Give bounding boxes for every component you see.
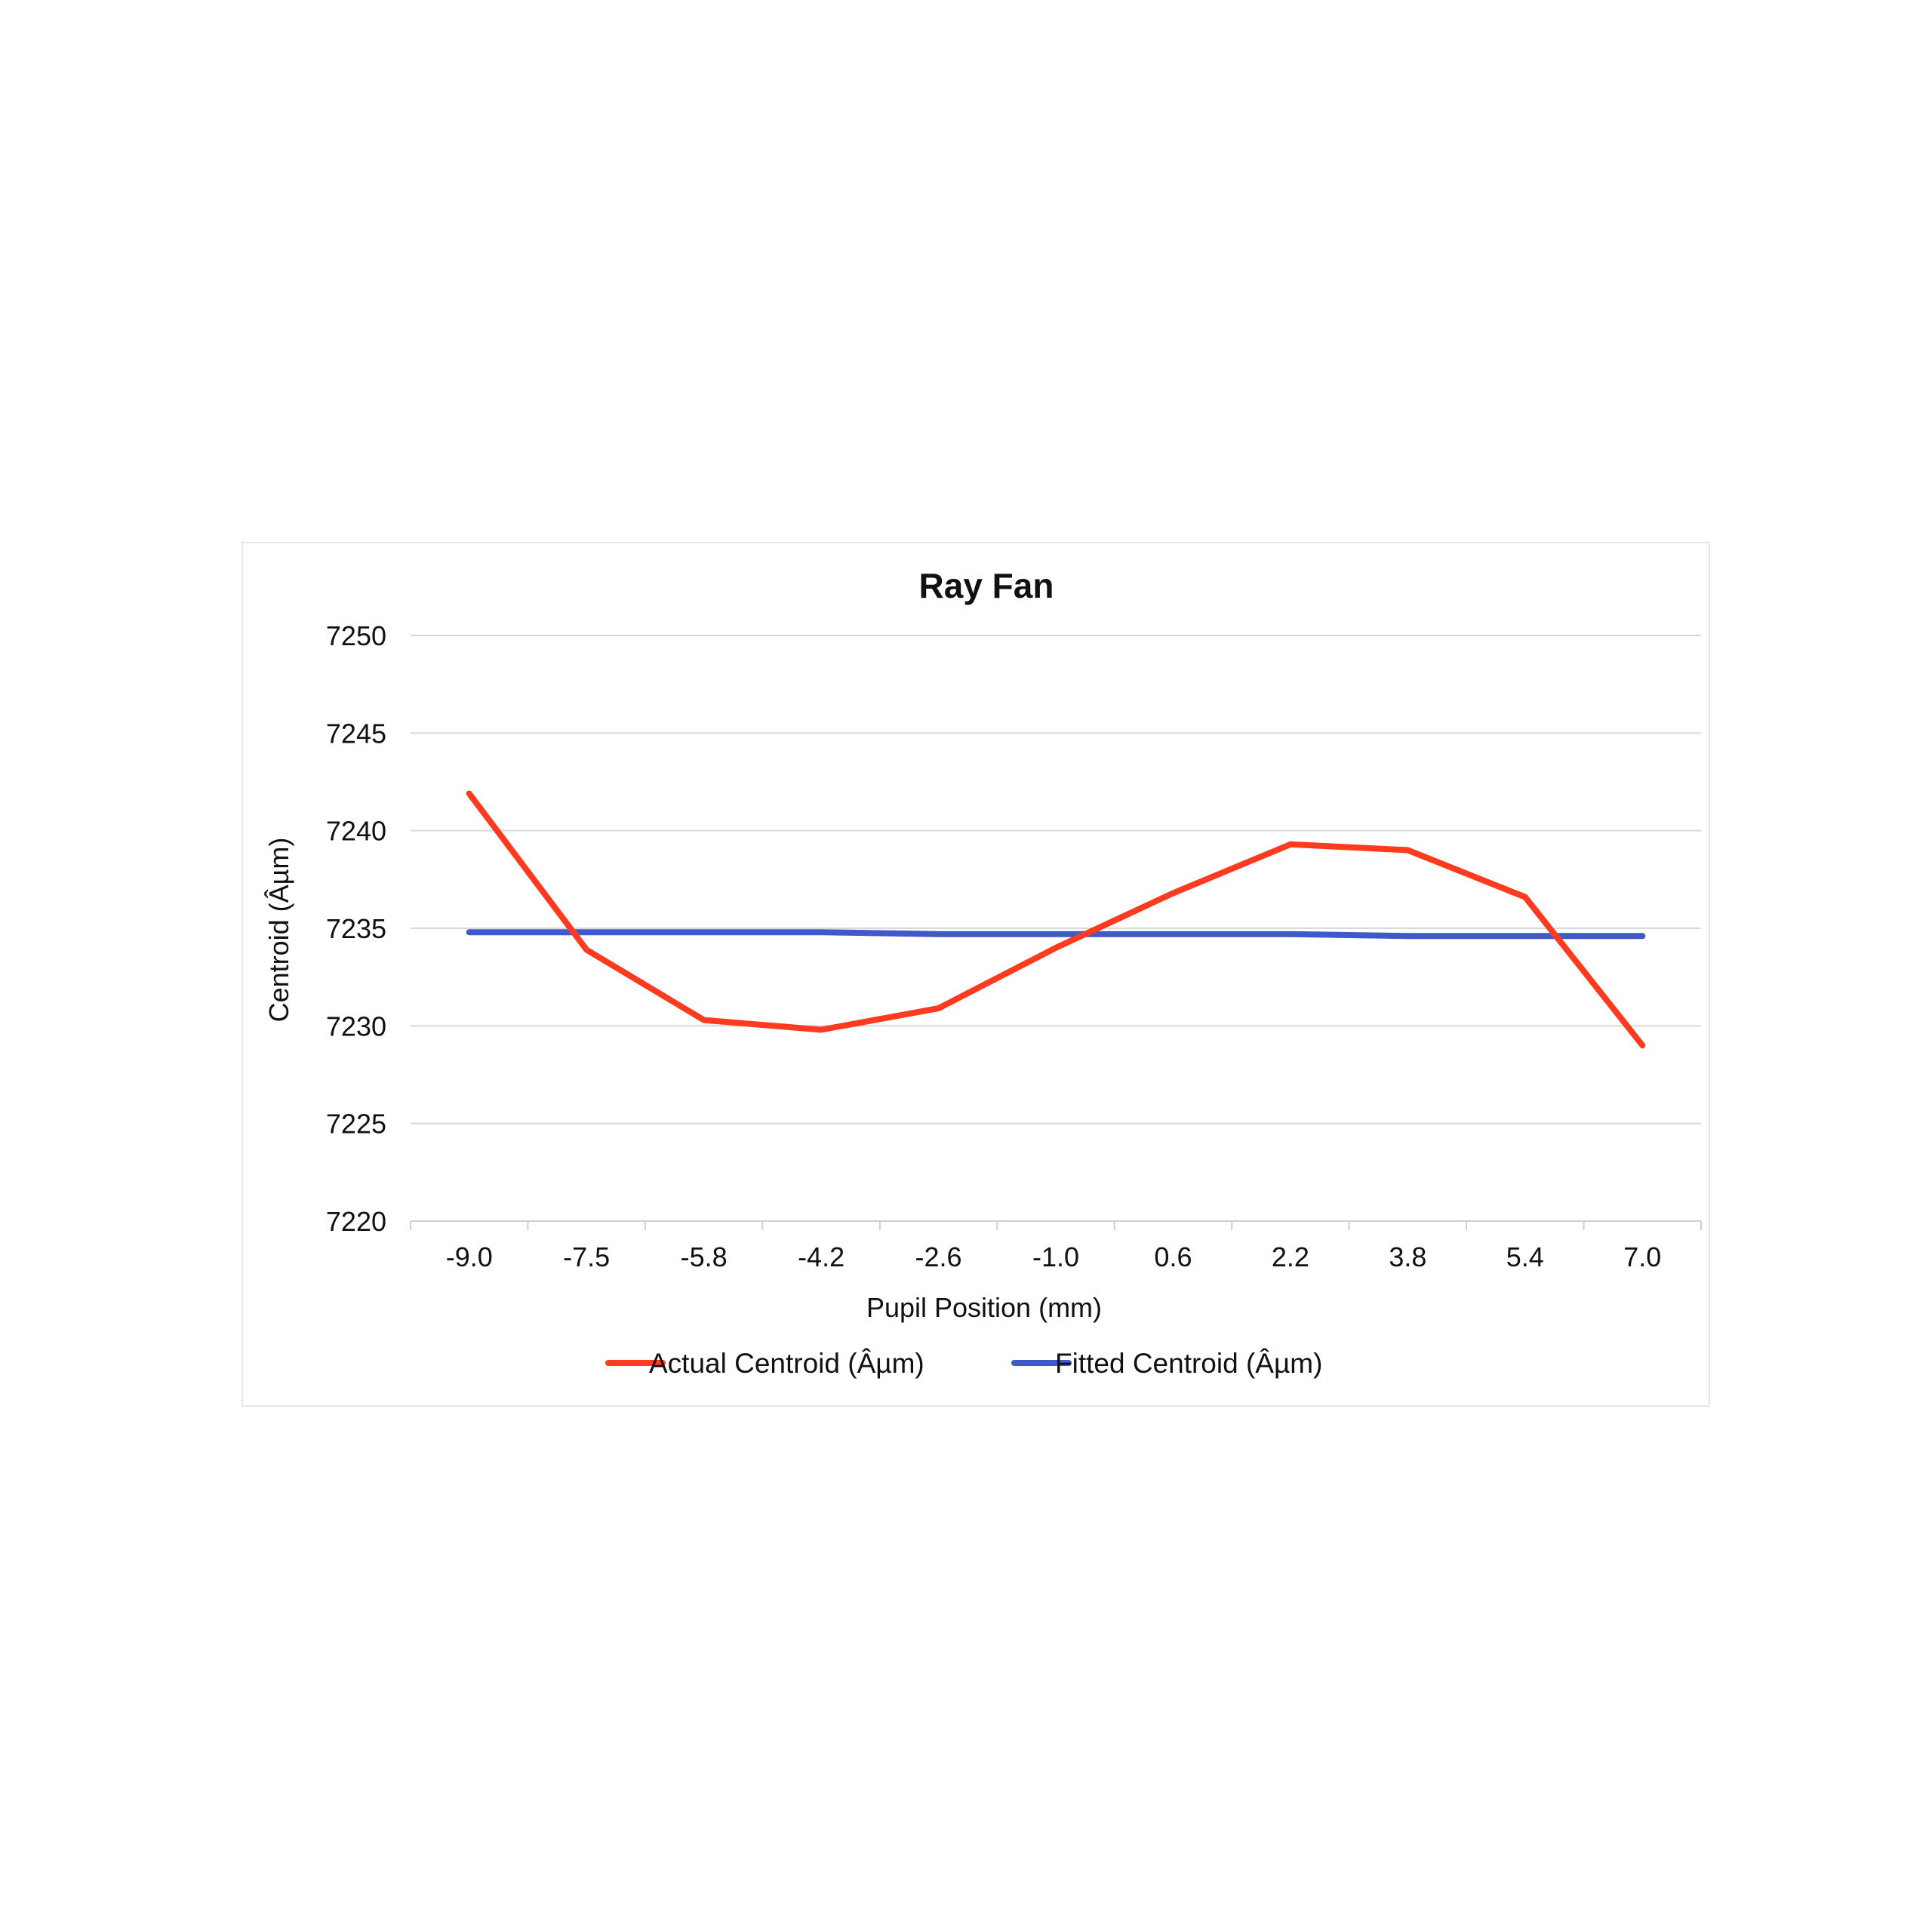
y-tick-label: 7235 [326,913,386,944]
legend-label: Fitted Centroid (Âµm) [1055,1348,1322,1379]
chart-title: Ray Fan [919,566,1054,605]
x-tick-label: -5.8 [681,1241,728,1272]
x-tick-label: -2.6 [915,1241,962,1272]
x-axis-tick-labels: -9.0 -7.5 -5.8 -4.2 -2.6 -1.0 0.6 2.2 3.8 5.4 7.0 [446,1241,1662,1272]
series-line-fitted-centroid [466,929,1646,940]
x-tick-label: 2.2 [1272,1241,1309,1272]
y-tick-label: 7250 [326,620,386,651]
x-tick-label: -1.0 [1032,1241,1079,1272]
y-tick-label: 7245 [326,718,386,749]
x-tick-label: 5.4 [1506,1241,1544,1272]
y-tick-label: 7220 [326,1206,386,1237]
ray-fan-chart: Ray Fan 7220 7225 7230 7235 7240 7245 7250 -9.… [263,566,1702,1379]
series-line-actual-centroid [466,790,1646,1049]
y-tick-label: 7230 [326,1011,386,1041]
legend: Actual Centroid (Âµm) Fitted Centroid (Âµ… [605,1348,1322,1379]
x-tick-label: 0.6 [1154,1241,1192,1272]
x-tick-label: -4.2 [798,1241,844,1272]
gridlines [411,635,1701,1124]
y-axis-tick-labels: 7220 7225 7230 7235 7240 7245 7250 [326,620,386,1237]
x-tick-label: -9.0 [446,1241,493,1272]
x-axis [410,1220,1702,1230]
x-tick-label: 7.0 [1623,1241,1661,1272]
series-lines [466,790,1646,1049]
legend-label: Actual Centroid (Âµm) [649,1348,924,1379]
legend-item: Actual Centroid (Âµm) [605,1348,924,1379]
y-tick-label: 7225 [326,1109,386,1140]
x-axis-title: Pupil Position (mm) [866,1292,1102,1323]
x-tick-label: 3.8 [1389,1241,1426,1272]
y-axis-title: Centroid (Âµm) [263,838,294,1023]
x-tick-label: -7.5 [563,1241,610,1272]
legend-item: Fitted Centroid (Âµm) [1011,1348,1322,1379]
chart-frame: Ray Fan 7220 7225 7230 7235 7240 7245 7250 -9.… [242,542,1710,1407]
y-tick-label: 7240 [326,816,386,847]
